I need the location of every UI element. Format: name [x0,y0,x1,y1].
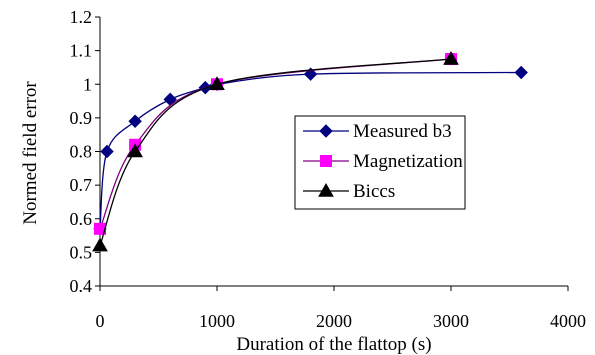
x-tick-label: 0 [96,311,105,331]
data-point [515,66,527,78]
y-tick-label: 0.5 [70,242,93,262]
x-tick-label: 1000 [199,311,235,331]
x-tick-label: 3000 [433,311,469,331]
data-point [93,239,107,251]
x-axis-title: Duration of the flattop (s) [236,334,431,355]
legend-label: Measured b3 [353,121,452,142]
data-point [101,146,113,158]
y-tick-label: 0.6 [70,209,93,229]
y-axis-title: Normed field error [20,81,41,225]
y-tick-label: 0.9 [70,108,93,128]
legend-label: Magnetization [353,151,463,172]
legend: Measured b3 Magnetization Biccs [295,116,465,209]
y-tick-label: 0.8 [70,142,93,162]
y-tick-label: 1.1 [70,41,93,61]
y-tick-label: 0.4 [70,276,93,296]
legend-marker [321,156,332,167]
legend-label: Biccs [353,181,395,202]
y-tick-label: 0.7 [70,175,93,195]
x-tick-label: 4000 [550,311,586,331]
y-tick-label: 1.2 [70,7,93,27]
data-point [129,115,141,127]
x-tick-label: 2000 [316,311,352,331]
y-tick-label: 1 [83,74,92,94]
